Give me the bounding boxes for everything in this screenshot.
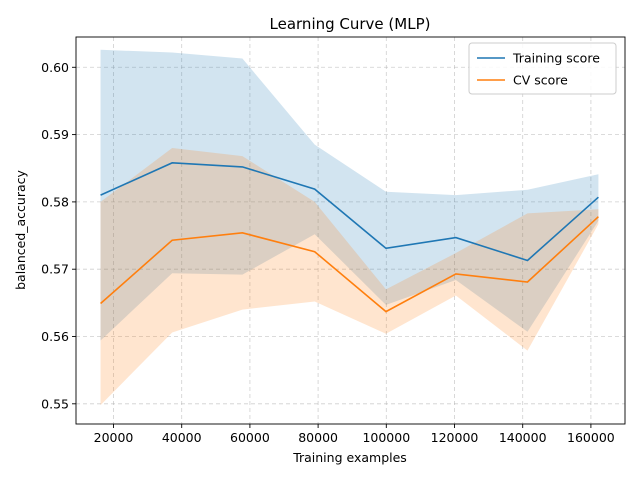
y-tick-label: 0.57 <box>41 262 69 277</box>
y-tick-label: 0.58 <box>41 194 69 209</box>
legend: Training score CV score <box>468 42 617 95</box>
x-tick-label: 40000 <box>162 430 202 445</box>
x-tick-label: 140000 <box>499 430 547 445</box>
x-tick-label: 80000 <box>298 430 338 445</box>
training-score-line <box>100 162 599 262</box>
legend-training-score-label: Training score <box>512 51 600 66</box>
x-axis-label: Training examples <box>292 450 407 465</box>
y-tick-label: 0.56 <box>41 329 69 344</box>
plot-area: 20000 40000 60000 80000 100000 120000 140000 16… <box>41 36 626 445</box>
x-tick-label: 20000 <box>94 430 134 445</box>
y-tick-label: 0.59 <box>41 127 69 142</box>
axes-frame <box>75 36 626 425</box>
x-tick-label: 100000 <box>362 430 410 445</box>
training-score-band <box>100 49 599 341</box>
chart-title: Learning Curve (MLP) <box>270 15 431 33</box>
cv-score-line <box>100 216 599 313</box>
y-axis-label: balanced_accuracy <box>13 170 28 290</box>
x-tick-label: 120000 <box>431 430 479 445</box>
x-tick-label: 160000 <box>567 430 615 445</box>
y-tick-label: 0.60 <box>41 60 69 75</box>
x-tick-label: 60000 <box>230 430 270 445</box>
legend-cv-score-label: CV score <box>513 73 568 88</box>
cv-score-band <box>100 148 599 406</box>
y-tick-label: 0.55 <box>41 396 69 411</box>
legend-box <box>468 42 617 95</box>
